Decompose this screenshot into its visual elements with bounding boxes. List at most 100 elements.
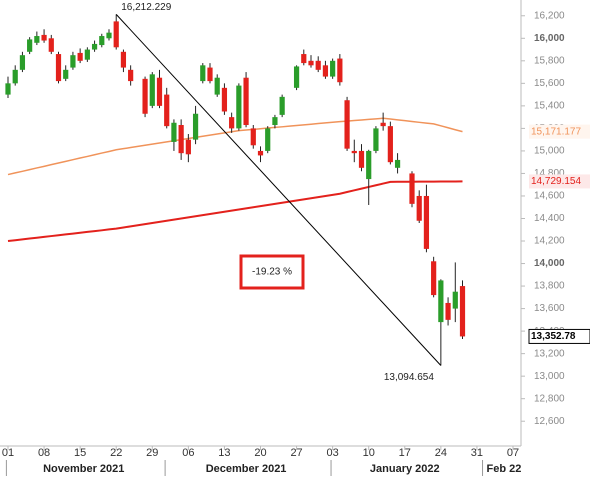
x-tick-label: 03 <box>327 447 339 459</box>
candle-body <box>243 77 249 126</box>
y-tick-label: 12,800 <box>534 393 565 404</box>
candle-body <box>394 159 401 168</box>
trend-line <box>115 14 442 366</box>
candle-body <box>229 117 235 129</box>
y-tick-label: 13,200 <box>534 348 565 359</box>
last-value-box <box>529 174 590 189</box>
y-tick-label: 14,600 <box>534 191 565 202</box>
x-tick-label: 17 <box>399 447 411 459</box>
x-tick-label: 20 <box>254 447 266 459</box>
candle-body <box>48 38 54 52</box>
x-tick-label: 31 <box>471 447 483 459</box>
candle-body <box>373 128 379 151</box>
candle-body <box>171 122 177 142</box>
y-tick-label: 14,000 <box>534 258 565 269</box>
y-tick-label: 12,600 <box>534 416 565 427</box>
candle-body <box>301 54 307 64</box>
candle-body <box>156 77 163 106</box>
candle-body <box>63 69 69 79</box>
y-tick-label: 13,000 <box>534 371 565 382</box>
y-tick-label: 16,200 <box>534 10 565 21</box>
x-tick-label: 13 <box>218 447 230 459</box>
candle-body <box>351 150 357 154</box>
y-tick-label: 13,800 <box>534 281 565 292</box>
month-label: November 2021 <box>43 463 124 475</box>
candle-body <box>322 65 329 77</box>
x-tick-label: 29 <box>146 447 158 459</box>
candle-body <box>438 280 444 323</box>
candle-body <box>120 51 127 68</box>
y-tick-label: 15,000 <box>534 146 565 157</box>
last-value-label: 15,171.177 <box>531 126 581 137</box>
y-tick-label: 15,800 <box>534 55 565 66</box>
x-tick-label: 08 <box>38 447 50 459</box>
last-value-label: 13,352.78 <box>531 331 576 342</box>
last-value-box <box>529 124 590 139</box>
candle-body <box>344 100 350 149</box>
change-box <box>239 254 305 290</box>
candle-body <box>366 150 372 180</box>
candle-body <box>459 286 466 337</box>
candle-body <box>70 55 76 68</box>
month-label: Feb 22 <box>487 463 522 475</box>
candle-body <box>5 83 11 95</box>
x-tick-label: 06 <box>182 447 194 459</box>
last-value-label: 14,729.154 <box>531 176 581 187</box>
candle-body <box>431 261 437 296</box>
candle-body <box>55 54 62 82</box>
candle-body <box>293 66 300 88</box>
low-label: 13,094.654 <box>384 372 434 383</box>
candle-body <box>185 139 191 155</box>
candle-body <box>358 150 365 168</box>
candle-body <box>214 77 220 95</box>
candle-body <box>452 291 458 309</box>
candle-body <box>423 195 430 249</box>
candle-body <box>41 34 47 41</box>
x-tick-label: 01 <box>2 447 14 459</box>
moving-average-line <box>7 180 463 243</box>
candle-body <box>106 32 112 39</box>
x-tick-label: 15 <box>74 447 86 459</box>
change-label: -19.23 % <box>252 267 292 278</box>
y-tick-label: 16,000 <box>534 33 565 44</box>
month-label: December 2021 <box>206 463 287 475</box>
high-label: 16,212.229 <box>121 2 171 13</box>
candle-body <box>12 69 18 84</box>
candle-body <box>221 87 228 112</box>
candle-body <box>265 128 271 151</box>
candle-body <box>380 122 386 127</box>
candle-body <box>416 195 422 221</box>
candle-body <box>409 173 415 204</box>
moving-average-line <box>7 117 463 176</box>
candle-body <box>387 126 393 163</box>
y-tick-label: 14,400 <box>534 213 565 224</box>
candle-body <box>308 60 314 66</box>
candle-body <box>178 125 184 154</box>
y-tick-label: 14,800 <box>534 168 565 179</box>
candle-body <box>250 128 256 146</box>
candle-body <box>207 67 213 82</box>
candle-body <box>149 74 155 106</box>
x-tick-label: 10 <box>363 447 375 459</box>
y-tick-label: 14,200 <box>534 236 565 247</box>
candle-body <box>200 65 206 82</box>
candle-body <box>445 302 451 320</box>
last-value-box <box>528 328 590 344</box>
month-label: January 2022 <box>370 463 440 475</box>
candle-body <box>337 58 343 83</box>
candle-body <box>113 21 119 48</box>
candle-body <box>236 85 242 129</box>
candle-body <box>27 39 33 52</box>
candle-body <box>192 113 199 140</box>
candle-body <box>279 96 285 115</box>
y-tick-label: 15,400 <box>534 101 565 112</box>
candle-body <box>330 60 336 77</box>
candle-body <box>164 94 170 127</box>
candle-body <box>142 78 148 114</box>
x-tick-label: 24 <box>435 447 447 459</box>
x-tick-label: 22 <box>110 447 122 459</box>
y-tick-label: 13,600 <box>534 303 565 314</box>
candle-body <box>272 117 278 126</box>
candle-body <box>91 43 98 50</box>
